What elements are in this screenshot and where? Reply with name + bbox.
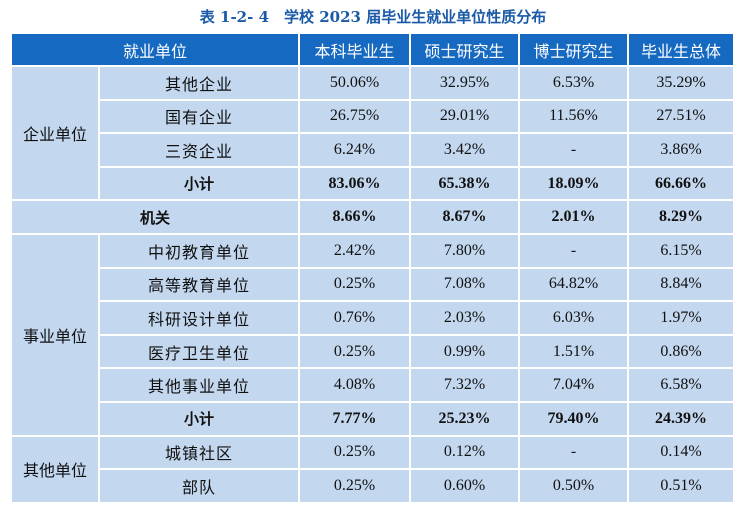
cell-master: 7.32% bbox=[411, 369, 518, 401]
cell-undergraduate: 83.06% bbox=[300, 167, 409, 200]
cell-doctoral: 18.09% bbox=[520, 167, 627, 200]
table-row: 三资企业 6.24% 3.42% - 3.86% bbox=[12, 134, 733, 166]
cell-overall: 8.84% bbox=[629, 268, 733, 301]
cell-undergraduate: 8.66% bbox=[300, 201, 409, 233]
cell-doctoral: 0.50% bbox=[520, 470, 627, 502]
cell-undergraduate: 0.25% bbox=[300, 335, 409, 368]
row-label: 其他事业单位 bbox=[100, 369, 298, 401]
table-row: 其他单位 城镇社区 0.25% 0.12% - 0.14% bbox=[12, 436, 733, 502]
table-row: 部队 0.25% 0.60% 0.50% 0.51% bbox=[12, 470, 733, 502]
row-label: 国有企业 bbox=[100, 100, 298, 133]
cell-undergraduate: 0.25% bbox=[300, 268, 409, 301]
cell-undergraduate: 0.25% bbox=[300, 470, 409, 502]
cell-undergraduate: 2.42% bbox=[300, 234, 409, 267]
cell-doctoral: 6.53% bbox=[520, 67, 627, 99]
cell-master: 25.23% bbox=[411, 402, 518, 435]
cell-undergraduate: 7.77% bbox=[300, 402, 409, 435]
cell-master: 8.67% bbox=[411, 201, 518, 233]
cell-master: 7.80% bbox=[411, 234, 518, 267]
table-row: 医疗卫生单位 0.25% 0.99% 1.51% 0.86% bbox=[12, 335, 733, 368]
cell-doctoral: 79.40% bbox=[520, 402, 627, 435]
subtotal-row: 小计 83.06% 65.38% 18.09% 66.66% bbox=[12, 167, 733, 200]
cell-master: 65.38% bbox=[411, 167, 518, 200]
row-label: 三资企业 bbox=[100, 134, 298, 166]
category-other: 其他单位 bbox=[12, 436, 98, 502]
row-label: 医疗卫生单位 bbox=[100, 335, 298, 368]
header-unit: 就业单位 bbox=[12, 34, 298, 65]
government-row: 机关 8.66% 8.67% 2.01% 8.29% bbox=[12, 201, 733, 233]
cell-master: 2.03% bbox=[411, 302, 518, 334]
row-label: 城镇社区 bbox=[100, 436, 298, 469]
cell-doctoral: 11.56% bbox=[520, 100, 627, 133]
cell-doctoral: 2.01% bbox=[520, 201, 627, 233]
cell-doctoral: 6.03% bbox=[520, 302, 627, 334]
row-label: 小计 bbox=[100, 167, 298, 200]
cell-overall: 3.86% bbox=[629, 134, 733, 166]
cell-undergraduate: 26.75% bbox=[300, 100, 409, 133]
table-row: 高等教育单位 0.25% 7.08% 64.82% 8.84% bbox=[12, 268, 733, 301]
cell-undergraduate: 0.25% bbox=[300, 436, 409, 469]
header-undergraduate: 本科毕业生 bbox=[300, 34, 409, 65]
cell-undergraduate: 6.24% bbox=[300, 134, 409, 166]
cell-overall: 0.86% bbox=[629, 335, 733, 368]
cell-doctoral: 7.04% bbox=[520, 369, 627, 401]
cell-overall: 27.51% bbox=[629, 100, 733, 133]
cell-overall: 66.66% bbox=[629, 167, 733, 200]
cell-undergraduate: 0.76% bbox=[300, 302, 409, 334]
cell-master: 3.42% bbox=[411, 134, 518, 166]
header-row: 就业单位 本科毕业生 硕士研究生 博士研究生 毕业生总体 bbox=[12, 34, 733, 65]
cell-overall: 24.39% bbox=[629, 402, 733, 435]
table-row: 其他事业单位 4.08% 7.32% 7.04% 6.58% bbox=[12, 369, 733, 401]
cell-doctoral: - bbox=[520, 436, 627, 469]
cell-undergraduate: 50.06% bbox=[300, 67, 409, 99]
row-label: 高等教育单位 bbox=[100, 268, 298, 301]
cell-master: 0.60% bbox=[411, 470, 518, 502]
cell-doctoral: - bbox=[520, 134, 627, 166]
cell-overall: 1.97% bbox=[629, 302, 733, 334]
header-doctoral: 博士研究生 bbox=[520, 34, 627, 65]
cell-master: 0.12% bbox=[411, 436, 518, 469]
cell-overall: 0.14% bbox=[629, 436, 733, 469]
subtotal-row: 小计 7.77% 25.23% 79.40% 24.39% bbox=[12, 402, 733, 435]
cell-doctoral: - bbox=[520, 234, 627, 267]
row-label: 小计 bbox=[100, 402, 298, 435]
cell-undergraduate: 4.08% bbox=[300, 369, 409, 401]
table-row: 科研设计单位 0.76% 2.03% 6.03% 1.97% bbox=[12, 302, 733, 334]
row-label: 其他企业 bbox=[100, 67, 298, 99]
cell-overall: 8.29% bbox=[629, 201, 733, 233]
table-caption: 表 1-2- 4 学校 2023 届毕业生就业单位性质分布 bbox=[199, 8, 547, 26]
table-row: 企业单位 其他企业 50.06% 32.95% 6.53% 35.29% bbox=[12, 67, 733, 200]
header-overall: 毕业生总体 bbox=[629, 34, 733, 65]
row-label: 部队 bbox=[100, 470, 298, 502]
cell-overall: 6.58% bbox=[629, 369, 733, 401]
table-row: 事业单位 中初教育单位 2.42% 7.80% - 6.15% bbox=[12, 234, 733, 435]
cell-overall: 35.29% bbox=[629, 67, 733, 99]
header-master: 硕士研究生 bbox=[411, 34, 518, 65]
cell-overall: 0.51% bbox=[629, 470, 733, 502]
cell-master: 7.08% bbox=[411, 268, 518, 301]
row-label: 中初教育单位 bbox=[100, 234, 298, 267]
cell-doctoral: 64.82% bbox=[520, 268, 627, 301]
cell-overall: 6.15% bbox=[629, 234, 733, 267]
cell-master: 29.01% bbox=[411, 100, 518, 133]
category-enterprise: 企业单位 bbox=[12, 67, 98, 200]
cell-doctoral: 1.51% bbox=[520, 335, 627, 368]
cell-master: 0.99% bbox=[411, 335, 518, 368]
row-label: 科研设计单位 bbox=[100, 302, 298, 334]
category-public-institution: 事业单位 bbox=[12, 234, 98, 435]
table-row: 国有企业 26.75% 29.01% 11.56% 27.51% bbox=[12, 100, 733, 133]
employment-unit-table: 就业单位 本科毕业生 硕士研究生 博士研究生 毕业生总体 企业单位 其他企业 5… bbox=[10, 32, 735, 504]
cell-master: 32.95% bbox=[411, 67, 518, 99]
row-label: 机关 bbox=[12, 201, 298, 233]
